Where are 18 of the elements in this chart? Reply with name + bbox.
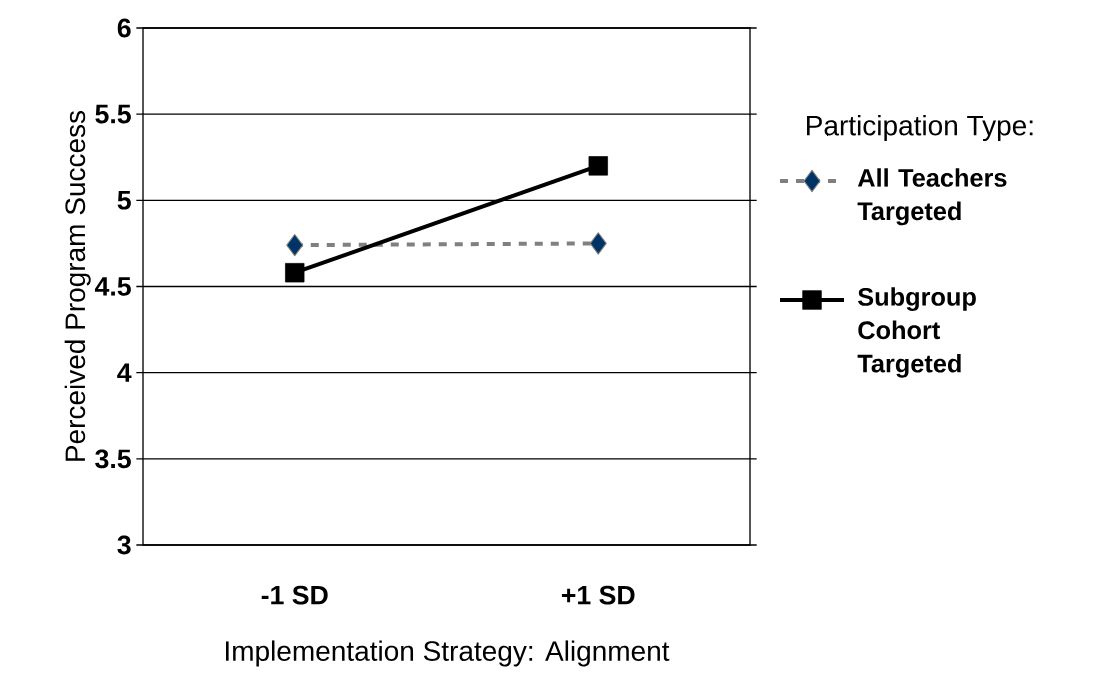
y-tick-label: 4 [117,363,132,382]
y-tick-label: 4.5 [94,277,131,296]
x-tick-label: +1 SD [561,585,635,605]
x-tick-label: -1 SD [261,585,328,605]
point [589,232,607,255]
legend-label: All Teachers Targeted [857,168,1007,226]
point [286,233,304,257]
point [588,156,608,176]
y-tick-label: 3.5 [95,449,131,469]
legend-title: Participation Type: [807,114,1033,142]
y-tick-label: 3 [117,535,131,555]
legend-label: Subgroup Cohort Targeted [857,287,976,378]
y-tick-label: 5 [117,191,131,210]
point [285,263,305,283]
y-tick-label: 6 [117,18,131,38]
y-tick-label: 5.5 [95,104,131,124]
x-axis-title: Implementation Strategy: Alignment [226,640,670,667]
y-axis-title: Perceived Program Success [64,110,91,461]
